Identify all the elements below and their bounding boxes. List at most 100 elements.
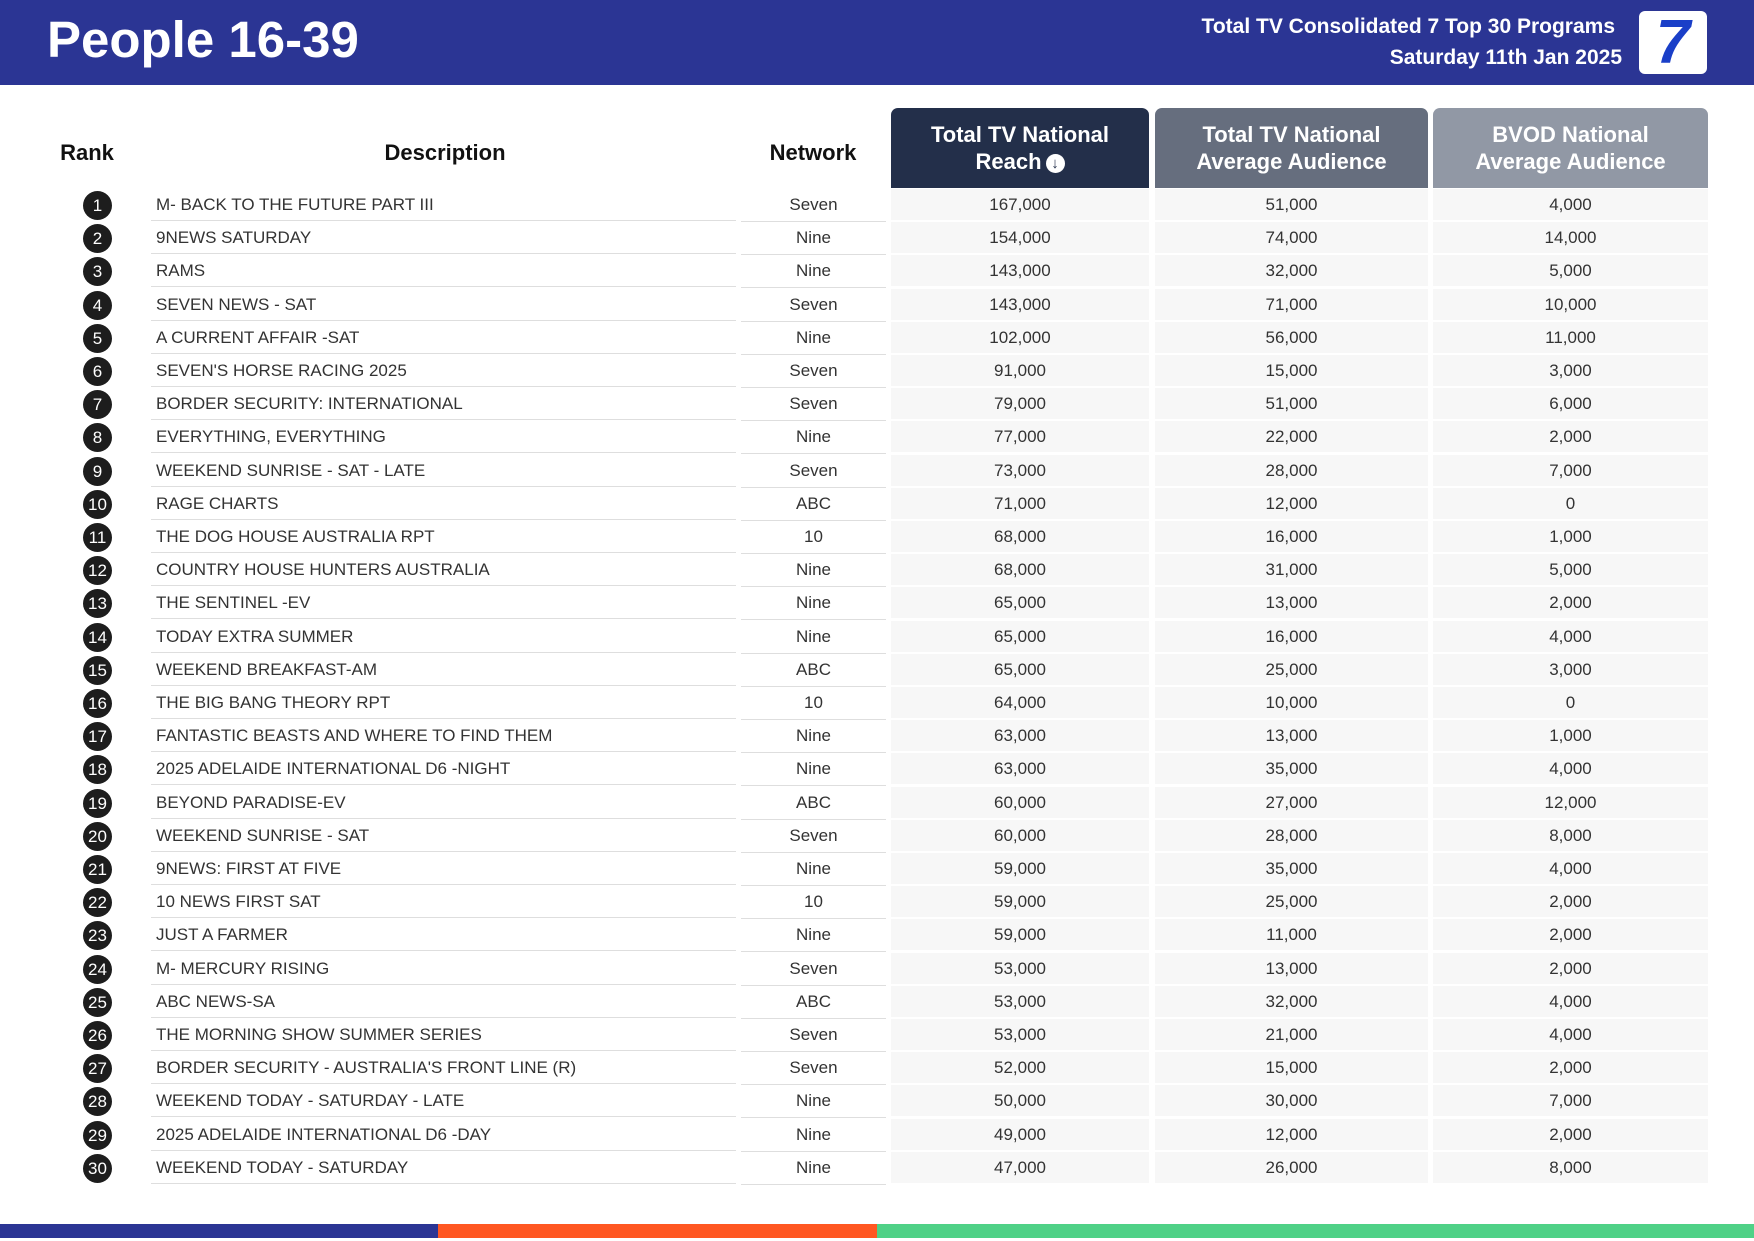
reach-value: 64,000 [891,687,1149,720]
program-description: SEVEN'S HORSE RACING 2025 [151,355,736,387]
reach-value: 59,000 [891,886,1149,920]
average-audience-value: 21,000 [1155,1019,1428,1052]
reach-value: 73,000 [891,454,1149,488]
program-network: 10 [741,521,886,554]
rank-badge: 29 [83,1120,112,1150]
footer-bar-orange [438,1224,877,1238]
table-row: 13 THE SENTINEL -EV Nine 65,000 13,000 2,000 [0,587,1754,621]
program-description: WEEKEND SUNRISE - SAT - LATE [151,455,736,487]
program-description: 9NEWS SATURDAY [151,222,736,255]
reach-value: 91,000 [891,355,1149,388]
reach-value: 65,000 [891,587,1149,621]
program-network: Seven [741,388,886,422]
avg-header-line1: Total TV National [1202,122,1381,147]
rank-badge: 13 [83,589,112,619]
bvod-value: 12,000 [1433,786,1708,820]
reach-value: 143,000 [891,288,1149,322]
bvod-value: 3,000 [1433,355,1708,388]
table-row: 4 SEVEN NEWS - SAT Seven 143,000 71,000 10,00… [0,288,1754,322]
program-network: Seven [741,455,886,488]
program-network: ABC [741,986,886,1019]
program-network: Nine [741,554,886,588]
reach-value: 49,000 [891,1118,1149,1152]
reach-value: 71,000 [891,487,1149,521]
reach-value: 102,000 [891,321,1149,355]
program-network: ABC [741,787,886,820]
rank-badge: 22 [83,888,112,918]
average-audience-value: 25,000 [1155,886,1428,920]
bvod-value: 7,000 [1433,454,1708,488]
bvod-value: 8,000 [1433,819,1708,853]
program-description: WEEKEND TODAY - SATURDAY - LATE [151,1085,736,1118]
report-date: Saturday 11th Jan 2025 [1389,46,1622,69]
program-description: RAMS [151,255,736,288]
bvod-value: 8,000 [1433,1151,1708,1185]
program-network: Nine [741,753,886,787]
program-description: THE SENTINEL -EV [151,587,736,620]
rank-badge: 28 [83,1087,112,1117]
reach-header-line1: Total TV National [930,122,1110,147]
program-description: WEEKEND BREAKFAST-AM [151,654,736,686]
program-network: Nine [741,853,886,886]
reach-value: 52,000 [891,1052,1149,1086]
reach-value: 79,000 [891,388,1149,422]
program-description: RAGE CHARTS [151,488,736,520]
program-network: Seven [741,189,886,222]
program-description: FANTASTIC BEASTS AND WHERE TO FIND THEM [151,720,736,753]
rank-badge: 15 [83,655,112,685]
reach-header-line2: Reach [975,149,1042,174]
column-header-bvod[interactable]: BVOD National Average Audience [1433,108,1708,188]
rank-badge: 30 [83,1153,112,1183]
program-description: JUST A FARMER [151,919,736,952]
bvod-value: 0 [1433,687,1708,720]
average-audience-value: 13,000 [1155,952,1428,986]
header-bar: People 16-39 Total TV Consolidated 7 Top… [0,0,1754,85]
program-description: 9NEWS: FIRST AT FIVE [151,853,736,885]
bvod-value: 5,000 [1433,554,1708,588]
average-audience-value: 35,000 [1155,753,1428,787]
program-description: THE DOG HOUSE AUSTRALIA RPT [151,521,736,553]
rank-badge: 6 [83,357,112,386]
program-network: Seven [741,953,886,986]
table-row: 25 ABC NEWS-SA ABC 53,000 32,000 4,000 [0,985,1754,1019]
program-network: Seven [741,820,886,853]
average-audience-value: 16,000 [1155,620,1428,654]
rank-badge: 3 [83,257,112,287]
program-network: Nine [741,322,886,355]
column-header-average-audience[interactable]: Total TV National Average Audience [1155,108,1428,188]
bvod-value: 4,000 [1433,620,1708,654]
program-description: THE MORNING SHOW SUMMER SERIES [151,1019,736,1051]
table-row: 12 COUNTRY HOUSE HUNTERS AUSTRALIA Nine 68,… [0,554,1754,588]
reach-value: 53,000 [891,952,1149,986]
bvod-value: 4,000 [1433,853,1708,886]
arrow-down-circle-icon[interactable]: ↓ [1045,154,1065,173]
average-audience-value: 28,000 [1155,819,1428,853]
table-row: 28 WEEKEND TODAY - SATURDAY - LATE Nine 50,… [0,1085,1754,1119]
table-row: 18 2025 ADELAIDE INTERNATIONAL D6 -NIGHT N… [0,753,1754,787]
table-row: 22 10 NEWS FIRST SAT 10 59,000 25,000 2,000 [0,886,1754,920]
program-description: BEYOND PARADISE-EV [151,787,736,819]
table-row: 14 TODAY EXTRA SUMMER Nine 65,000 16,000 4,00… [0,620,1754,654]
reach-value: 50,000 [891,1085,1149,1119]
table-row: 26 THE MORNING SHOW SUMMER SERIES Seven 53,… [0,1019,1754,1052]
average-audience-value: 12,000 [1155,1118,1428,1152]
bvod-header-line2: Average Audience [1475,149,1666,174]
table-row: 8 EVERYTHING, EVERYTHING Nine 77,000 22,000 2… [0,421,1754,455]
table-row: 1 M- BACK TO THE FUTURE PART III Seven 167,… [0,189,1754,222]
program-description: A CURRENT AFFAIR -SAT [151,322,736,354]
rank-badge: 26 [83,1021,112,1050]
program-network: Nine [741,919,886,953]
bvod-value: 4,000 [1433,753,1708,787]
reach-value: 47,000 [891,1151,1149,1185]
table-row: 6 SEVEN'S HORSE RACING 2025 Seven 91,000 15,… [0,355,1754,388]
column-header-reach[interactable]: Total TV National Reach ↓ [891,108,1149,188]
bvod-value: 2,000 [1433,886,1708,920]
program-network: Seven [741,1052,886,1086]
column-header-rank: Rank [60,140,114,165]
channel-7-logo: 7 [1639,11,1707,74]
average-audience-value: 26,000 [1155,1151,1428,1185]
reach-value: 60,000 [891,819,1149,853]
program-network: Nine [741,621,886,654]
average-audience-value: 16,000 [1155,521,1428,554]
program-description: SEVEN NEWS - SAT [151,289,736,321]
